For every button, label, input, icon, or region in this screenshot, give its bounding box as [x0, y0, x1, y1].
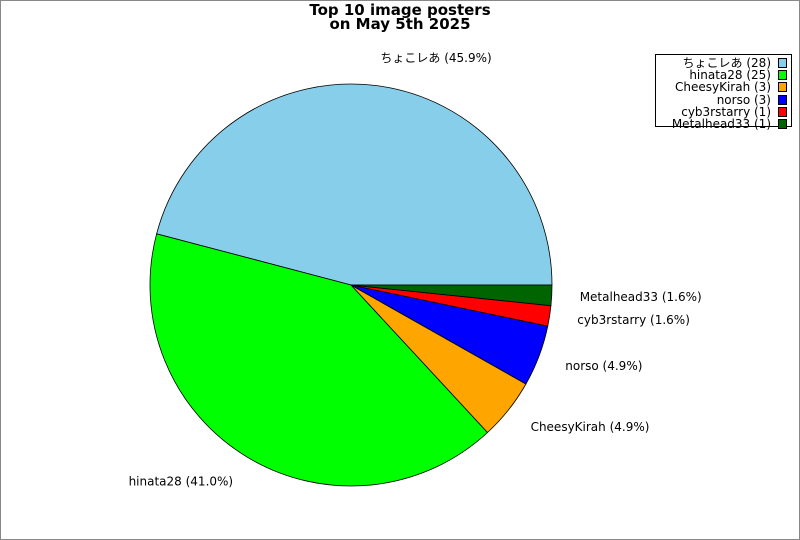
legend-label: hinata28 (25) [689, 68, 771, 83]
legend-label: cyb3rstarry (1) [681, 104, 771, 119]
chart-title: Top 10 image posters on May 5th 2025 [0, 1, 800, 33]
legend-item-4: cyb3rstarry (1) [656, 106, 787, 118]
pie-slice-5 [350, 284, 553, 307]
legend-item-5: Metalhead33 (1) [656, 118, 787, 130]
pie-slices [149, 83, 553, 487]
legend: ちょこレあ (28) hinata28 (25) CheesyKirah (3) no… [655, 54, 792, 130]
pie-label-5: Metalhead33 (1.6%) [580, 290, 702, 304]
chart-title-line-2: on May 5th 2025 [329, 15, 471, 33]
legend-label: CheesyKirah (3) [674, 80, 771, 95]
pie-labels: ちょこレあ (45.9%) hinata28 (41.0%) CheesyKirah… [129, 51, 702, 488]
legend-swatch [778, 119, 787, 130]
pie-label-1: hinata28 (41.0%) [129, 474, 234, 488]
legend-swatch [778, 58, 787, 69]
legend-label: norso (3) [716, 92, 771, 107]
legend-label: ちょこレあ (28) [682, 56, 771, 71]
legend-item-2: CheesyKirah (3) [656, 81, 787, 93]
pie-slice-1 [149, 233, 489, 487]
chart-title-line-1: Top 10 image posters [309, 1, 491, 19]
legend-item-1: hinata28 (25) [656, 69, 787, 81]
legend-item-0: ちょこレあ (28) [656, 57, 787, 69]
pie-slice-0 [156, 83, 553, 286]
legend-swatch [778, 94, 787, 105]
legend-item-3: norso (3) [656, 94, 787, 106]
legend-swatch [778, 82, 787, 93]
pie-label-4: cyb3rstarry (1.6%) [577, 313, 690, 327]
legend-swatch [778, 70, 787, 81]
legend-swatch [778, 106, 787, 117]
pie-label-0: ちょこレあ (45.9%) [380, 51, 491, 65]
pie-label-3: norso (4.9%) [565, 359, 642, 373]
pie-label-2: CheesyKirah (4.9%) [531, 420, 650, 434]
legend-label: Metalhead33 (1) [671, 117, 771, 132]
